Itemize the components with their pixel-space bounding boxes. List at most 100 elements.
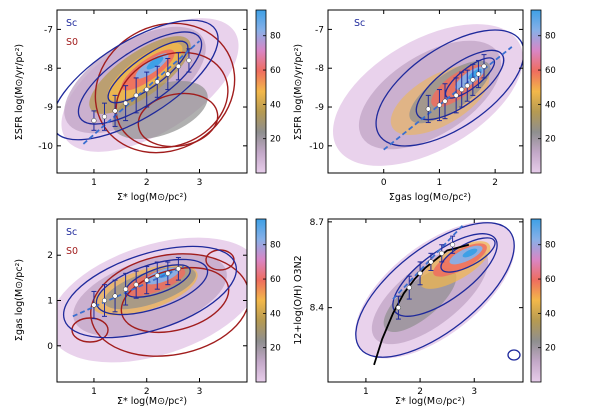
fit-line [392,224,465,300]
axes: 1 2 3 -7 -8 -9 -10 [38,10,247,188]
colorbar-tick-label: 40 [270,100,281,110]
x-tick-label: 1 [437,178,443,188]
colorbar-tick-label: 60 [270,275,281,285]
x-axis-label: Σ* log(M⊙/pc²) [395,396,465,407]
median-point [470,77,476,83]
colorbar-tick-label: 60 [270,66,281,76]
median-point [406,285,412,291]
axes: 1 2 3 2 1 0 [47,219,247,397]
colorbar: 20 40 60 80 [255,9,281,174]
median-point [464,83,470,89]
density-map [355,221,521,361]
x-tick-label: 2 [144,178,150,188]
y-axis-label: ΣSFR log(M⊙/yr/pc²) [14,44,25,140]
median-point [123,100,129,106]
fit-and-medians [82,40,201,145]
legend-sc: Sc [66,227,77,238]
median-point [439,250,445,256]
colorbar-tick-label: 20 [545,344,556,354]
axes: 0 1 2 -7 -8 -9 -10 [309,10,523,188]
plot-frame [327,218,524,383]
y-axis-label: Σgas log(M⊙/pc²) [14,259,25,341]
median-point [175,266,181,272]
panel-gas-vs-stellar: 1 2 3 2 1 0 Sc S0 Σ* log(M⊙/pc²) Σgas log(M⊙/… [14,218,281,407]
colorbar-tick-label: 20 [270,135,281,145]
colorbar-tick-label: 60 [545,66,556,76]
y-tick-label: 8.4 [310,304,325,314]
median-point [112,108,118,114]
colorbar: 20 40 60 80 [530,9,556,174]
median-point [154,273,160,279]
median-point [101,114,108,120]
x-tick-label: 0 [381,178,387,188]
x-tick-label: 2 [144,387,150,397]
y-axis-label: ΣSFR log(M⊙/yr/pc²) [293,44,304,140]
median-point [144,87,150,93]
y-tick-label: -8 [44,64,53,74]
plot-frame [327,9,524,174]
x-tick-label: 3 [197,178,203,188]
panel-sfr-vs-gas: 0 1 2 -7 -8 -9 -10 Sc Σgas log(M⊙/pc²) ΣSFR lo… [293,9,556,203]
colorbar-tick-label: 80 [545,32,556,42]
median-point [154,79,160,85]
colorbar-tick-label: 20 [545,135,556,145]
y-tick-label: 8.7 [310,218,324,228]
y-axis-label: 12+log(O/H) O3N2 [293,255,304,344]
y-tick-label: 2 [47,251,53,261]
fit-and-medians [72,256,185,320]
colorbar-tick-label: 80 [545,241,556,251]
median-point [165,270,171,276]
y-tick-label: -9 [44,103,53,113]
median-point [186,57,192,64]
colorbar-tick-label: 40 [545,309,556,319]
y-tick-label: -10 [38,142,53,152]
median-point [175,63,181,69]
y-tick-label: -7 [44,25,53,35]
fit-and-medians [373,224,470,366]
median-point [91,118,97,124]
y-tick-label: -10 [309,142,324,152]
median-point [165,71,171,77]
x-axis-label: Σgas log(M⊙/pc²) [389,192,471,203]
median-point [144,277,150,283]
median-point [475,71,481,77]
median-point [453,92,459,98]
x-tick-label: 3 [197,387,203,397]
legend-s0: S0 [66,246,78,257]
x-tick-label: 2 [417,387,423,397]
colorbar: 20 40 60 80 [255,218,281,383]
x-tick-label: 2 [492,178,498,188]
y-tick-label: 0 [47,342,53,352]
plot-frame [56,9,248,174]
y-tick-label: -7 [315,25,324,35]
median-point [133,282,139,288]
colorbar-tick-label: 20 [270,344,281,354]
median-point [442,98,448,104]
median-point [459,87,465,93]
median-point [450,242,456,248]
colorbar-tick-label: 80 [270,32,281,42]
legend-s0: S0 [66,37,78,48]
median-point [395,305,401,311]
y-tick-label: -8 [315,64,324,74]
colorbar-tick-label: 80 [270,241,281,251]
fit-line [383,46,513,151]
fit-line [72,265,185,318]
fit-and-medians [383,46,513,151]
x-tick-label: 1 [91,178,97,188]
legend-sc: Sc [354,18,365,29]
median-point [481,63,487,69]
median-point [123,286,129,292]
colorbar-tick-label: 40 [270,309,281,319]
fit-line [82,40,201,145]
median-point [112,293,118,299]
panel-metallicity-vs-stellar: 1 2 3 8.7 8.4 Σ* log(M⊙/pc²) 12+log(O/H) O3N… [293,218,556,407]
density-map [57,237,247,363]
x-tick-label: 3 [471,387,477,397]
median-point [425,106,431,112]
legend-sc: Sc [66,18,77,29]
median-point [91,302,97,308]
axes: 1 2 3 8.7 8.4 [310,218,523,397]
x-tick-label: 1 [363,387,369,397]
y-tick-label: -9 [315,103,324,113]
